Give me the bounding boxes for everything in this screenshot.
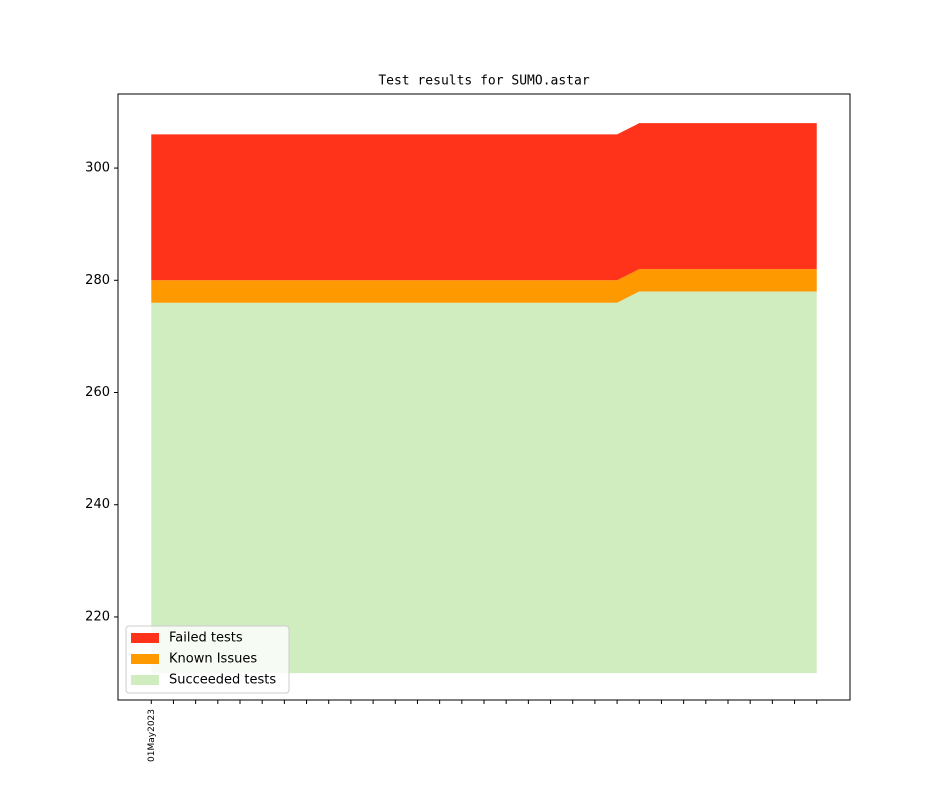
area	[151, 269, 817, 303]
legend-label: Known Issues	[169, 652, 257, 667]
y-tick-label: 260	[85, 385, 110, 400]
y-tick-label: 240	[85, 497, 110, 512]
legend-swatch	[131, 654, 159, 664]
chart-title: Test results for SUMO.astar	[378, 74, 589, 89]
y-tick-label: 280	[85, 273, 110, 288]
legend-swatch	[131, 633, 159, 643]
legend-swatch	[131, 675, 159, 685]
area	[151, 123, 817, 281]
y-tick-label: 220	[85, 609, 110, 624]
legend-label: Failed tests	[169, 631, 243, 646]
y-tick-label: 300	[85, 161, 110, 176]
legend-box	[125, 625, 290, 694]
legend: Failed tests Known Issues Succeeded tests	[125, 625, 290, 694]
area	[151, 291, 817, 674]
legend-label: Succeeded tests	[169, 673, 276, 688]
x-tick-label: 01May2023	[147, 709, 157, 762]
